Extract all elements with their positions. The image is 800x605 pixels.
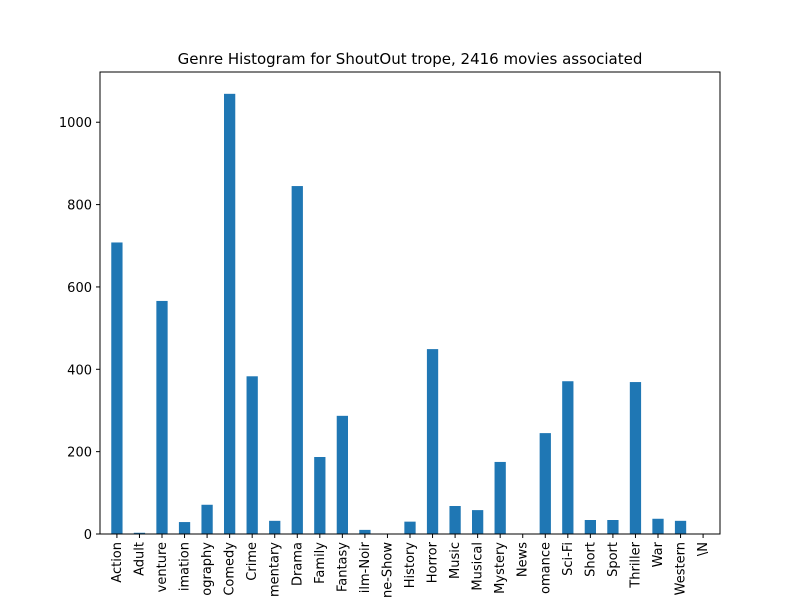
x-tick-label: News [516,542,531,577]
bar-0 [111,242,122,534]
bar-24 [652,519,663,534]
x-tick-label: venture [155,542,170,592]
y-tick-label: 1000 [59,116,92,131]
x-tick-label: Sport [606,542,621,577]
bar-9 [314,457,325,534]
bar-22 [607,520,618,534]
bars [111,94,708,534]
bar-17 [495,462,506,534]
bar-2 [156,301,167,534]
x-tick-label: Drama [290,542,305,586]
chart-title: Genre Histogram for ShoutOut trope, 2416… [178,50,643,68]
x-tick-label: imation [178,542,193,591]
x-tick-label: \N [696,542,711,556]
x-tick-label: Action [110,542,125,583]
y-axis: 0 200 400 600 800 1000 [59,116,100,543]
bar-25 [675,521,686,534]
bar-14 [427,349,438,534]
x-tick-label: mentary [268,542,283,597]
x-tick-label: Family [313,542,328,584]
x-tick-label: Fantasy [335,542,350,592]
x-tick-label: Western [674,542,689,595]
bar-11 [359,530,370,534]
x-tick-label: ne-Show [380,542,395,598]
x-tick-label: Thriller [628,541,643,588]
bar-4 [201,505,212,534]
bar-10 [337,416,348,534]
bar-16 [472,510,483,534]
bar-20 [562,381,573,534]
plot-frame [100,72,720,534]
x-tick-label: Horror [426,541,441,583]
x-axis: Action Adult venture imation ography Comedy Cr… [110,534,711,598]
bar-3 [179,522,190,534]
bar-19 [540,433,551,534]
x-tick-label: Adult [132,542,147,576]
x-tick-label: Sci-Fi [561,542,576,576]
x-tick-label: Musical [471,542,486,591]
x-tick-label: Crime [245,542,260,581]
x-tick-label: Mystery [493,542,508,594]
x-tick-label: Short [583,542,598,577]
bar-8 [292,186,303,534]
bar-21 [585,520,596,534]
y-tick-label: 200 [67,446,92,461]
bar-7 [269,521,280,534]
x-tick-label: ilm-Noir [358,541,373,593]
y-tick-label: 600 [67,281,92,296]
x-tick-label: Music [448,542,463,579]
x-tick-label: omance [538,542,553,594]
x-tick-label: Comedy [223,542,238,596]
bar-13 [404,522,415,534]
bar-15 [449,506,460,534]
x-tick-label: History [403,542,418,589]
x-tick-label: War [651,541,666,567]
bar-6 [247,376,258,534]
y-tick-label: 800 [67,199,92,214]
y-tick-label: 400 [67,363,92,378]
bar-23 [630,382,641,534]
x-tick-label: ography [200,542,215,596]
y-tick-label: 0 [84,528,92,543]
bar-5 [224,94,235,534]
